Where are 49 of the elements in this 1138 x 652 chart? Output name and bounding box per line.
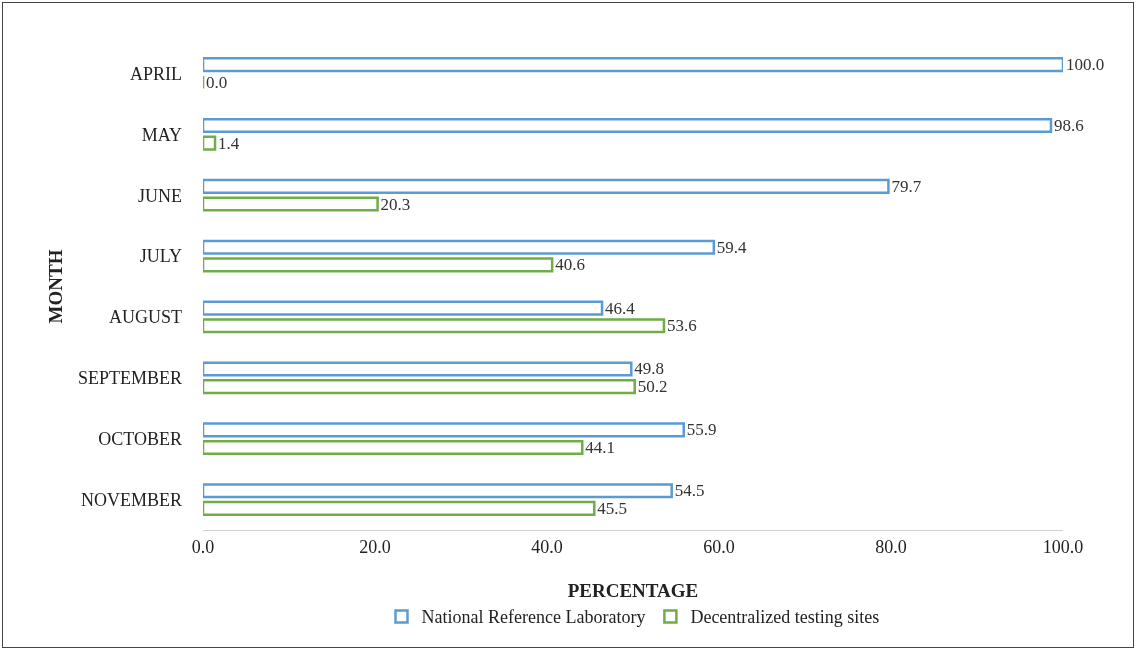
data-label: 54.5 xyxy=(674,481,705,501)
bar xyxy=(203,135,217,151)
bar xyxy=(203,422,685,438)
x-tick-label: 80.0 xyxy=(875,536,907,557)
bar xyxy=(203,300,604,316)
legend-label: Decentralized testing sites xyxy=(690,607,880,628)
bar xyxy=(203,483,673,499)
y-tick-label: APRIL xyxy=(129,63,182,84)
y-tick-label: NOVEMBER xyxy=(80,489,182,510)
x-tick-label: 40.0 xyxy=(531,536,563,557)
x-tick-label: 100.0 xyxy=(1042,536,1084,557)
x-axis-title: PERCENTAGE xyxy=(567,580,699,601)
bar xyxy=(203,439,584,456)
data-label: 55.9 xyxy=(686,420,717,440)
bar xyxy=(203,500,596,516)
data-label: 98.6 xyxy=(1053,115,1084,135)
data-label: 59.4 xyxy=(716,237,748,257)
data-label: 0.0 xyxy=(206,72,228,92)
bar xyxy=(203,379,636,395)
x-tick-label: 20.0 xyxy=(359,536,391,557)
bar xyxy=(203,196,379,212)
y-tick-label: AUGUST xyxy=(108,307,182,328)
data-label: 79.7 xyxy=(891,176,922,196)
data-label: 46.4 xyxy=(605,298,636,318)
bar xyxy=(203,178,890,194)
data-label: 100.0 xyxy=(1066,55,1105,75)
bar xyxy=(203,257,554,273)
y-tick-label: MAY xyxy=(141,124,182,145)
bar xyxy=(203,361,633,377)
bar xyxy=(203,318,666,334)
y-tick-label: JULY xyxy=(139,246,182,267)
x-tick-label: 0.0 xyxy=(191,536,215,557)
data-label: 53.6 xyxy=(666,316,697,336)
data-label: 1.4 xyxy=(218,133,240,153)
data-label: 50.2 xyxy=(637,377,668,397)
y-axis-title: MONTH xyxy=(44,249,66,324)
bar xyxy=(203,117,1053,134)
data-label: 49.8 xyxy=(634,359,665,379)
bar xyxy=(203,57,1063,73)
bar xyxy=(203,239,716,255)
data-label: 20.3 xyxy=(380,194,411,214)
data-label: 40.6 xyxy=(555,255,585,275)
data-label: 44.1 xyxy=(585,438,616,458)
y-tick-label: SEPTEMBER xyxy=(77,368,182,389)
x-tick-label: 60.0 xyxy=(703,536,735,557)
legend-label: National Reference Laboratory xyxy=(421,607,646,628)
y-tick-label: JUNE xyxy=(138,185,182,206)
y-tick-label: OCTOBER xyxy=(98,428,182,449)
data-label: 45.5 xyxy=(597,498,628,518)
